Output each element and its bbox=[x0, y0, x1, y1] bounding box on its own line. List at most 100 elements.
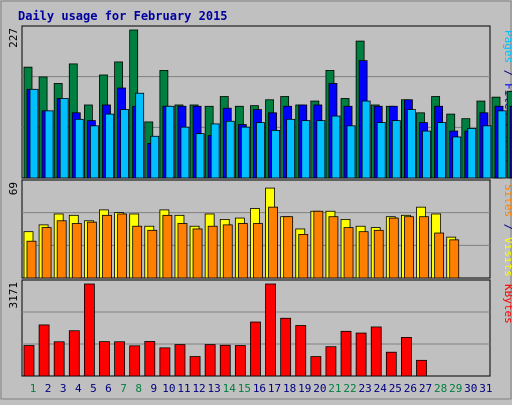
bar-pages bbox=[407, 109, 416, 179]
bar-sites bbox=[237, 223, 248, 279]
bar-pages bbox=[105, 113, 114, 179]
bar-pages bbox=[195, 133, 205, 179]
x-tick-label: 23 bbox=[359, 382, 372, 395]
bar-pages bbox=[44, 110, 54, 179]
x-tick-label: 11 bbox=[177, 382, 190, 395]
bar-kbytes bbox=[174, 344, 186, 377]
bar-sites bbox=[373, 229, 384, 279]
series-sites bbox=[26, 206, 460, 279]
bar-pages bbox=[225, 120, 235, 179]
bar-sites bbox=[298, 234, 309, 279]
bar-pages bbox=[240, 126, 250, 179]
bar-sites bbox=[449, 239, 460, 279]
bar-kbytes bbox=[280, 317, 292, 377]
bar-pages bbox=[150, 135, 160, 179]
x-tick-label: 25 bbox=[389, 382, 402, 395]
bar-kbytes bbox=[53, 341, 65, 377]
bar-pages bbox=[391, 120, 401, 179]
bar-kbytes bbox=[370, 326, 382, 377]
bar-sites bbox=[283, 216, 294, 279]
bar-sites bbox=[388, 217, 399, 279]
bar-sites bbox=[117, 213, 127, 279]
bar-files bbox=[509, 105, 512, 179]
bar-sites bbox=[71, 223, 82, 279]
bar-sites bbox=[41, 227, 52, 279]
x-tick-label: 3 bbox=[60, 382, 67, 395]
bar-sites bbox=[404, 216, 414, 279]
bar-pages bbox=[135, 92, 145, 179]
chart-title: Daily usage for February 2015 bbox=[18, 9, 228, 23]
bar-sites bbox=[207, 225, 218, 279]
bar-pages bbox=[497, 110, 507, 179]
bar-sites bbox=[343, 227, 354, 279]
legend-part: Pages bbox=[502, 30, 512, 63]
bar-kbytes bbox=[416, 359, 427, 377]
bar-kbytes bbox=[219, 344, 231, 377]
bar-kbytes bbox=[325, 346, 337, 377]
bar-pages bbox=[482, 125, 492, 179]
x-tick-label: 16 bbox=[253, 382, 266, 395]
x-tick-label: 5 bbox=[90, 382, 97, 395]
bar-kbytes bbox=[401, 337, 412, 377]
x-tick-label: 22 bbox=[343, 382, 356, 395]
bar-pages bbox=[437, 122, 447, 179]
bar-kbytes bbox=[265, 283, 276, 377]
bar-pages bbox=[180, 126, 190, 179]
legend-part: KBytes bbox=[502, 284, 512, 324]
y-max-label: 3171 bbox=[7, 282, 20, 309]
x-tick-label: 13 bbox=[208, 382, 221, 395]
x-tick-label: 17 bbox=[268, 382, 281, 395]
x-tick-label: 12 bbox=[192, 382, 205, 395]
x-tick-label: 8 bbox=[135, 382, 142, 395]
bar-kbytes bbox=[295, 325, 307, 377]
bar-sites bbox=[86, 221, 97, 279]
bar-kbytes bbox=[310, 356, 322, 377]
x-tick-label: 29 bbox=[449, 382, 462, 395]
x-tick-label: 9 bbox=[150, 382, 157, 395]
x-tick-label: 24 bbox=[374, 382, 388, 395]
bar-pages bbox=[452, 136, 462, 179]
bar-pages bbox=[59, 98, 69, 179]
panel-kbytes: 3171 KBytes bbox=[7, 279, 512, 377]
x-tick-label: 21 bbox=[328, 382, 341, 395]
bar-sites bbox=[434, 232, 445, 279]
bar-pages bbox=[210, 123, 220, 179]
bar-sites bbox=[419, 216, 429, 279]
bar-sites bbox=[132, 225, 143, 279]
bar-kbytes bbox=[114, 341, 125, 377]
x-tick-label: 1 bbox=[30, 382, 37, 395]
bar-sites bbox=[56, 220, 67, 279]
bar-sites bbox=[102, 214, 112, 279]
bar-pages bbox=[361, 100, 371, 179]
bar-kbytes bbox=[159, 347, 171, 377]
y-max-label: 227 bbox=[7, 28, 20, 48]
bar-pages bbox=[74, 118, 84, 179]
bar-pages bbox=[271, 130, 280, 179]
legend-part: Visits bbox=[502, 237, 512, 277]
x-tick-label: 19 bbox=[298, 382, 311, 395]
bar-sites bbox=[162, 214, 173, 279]
x-tick-label: 31 bbox=[479, 382, 492, 395]
bar-pages bbox=[376, 122, 386, 179]
bar-kbytes bbox=[23, 345, 35, 377]
y-max-label: 69 bbox=[7, 182, 20, 195]
bar-sites bbox=[192, 228, 203, 279]
series-kbytes bbox=[23, 283, 427, 377]
bar-kbytes bbox=[385, 351, 397, 377]
bar-kbytes bbox=[204, 344, 216, 377]
bar-kbytes bbox=[250, 321, 261, 377]
x-tick-label: 28 bbox=[434, 382, 447, 395]
x-axis-labels: 1 2 3 4 5 6 7 8 9 10 11 12 13 14 15 16 17 18 19 20 21 22 23 24 2… bbox=[30, 382, 493, 395]
bar-kbytes bbox=[189, 356, 201, 377]
x-tick-label: 4 bbox=[75, 382, 82, 395]
bar-kbytes bbox=[340, 330, 352, 377]
bar-pages bbox=[256, 122, 265, 179]
bar-sites bbox=[268, 206, 278, 279]
bar-sites bbox=[328, 216, 339, 279]
x-tick-label: 15 bbox=[238, 382, 251, 395]
